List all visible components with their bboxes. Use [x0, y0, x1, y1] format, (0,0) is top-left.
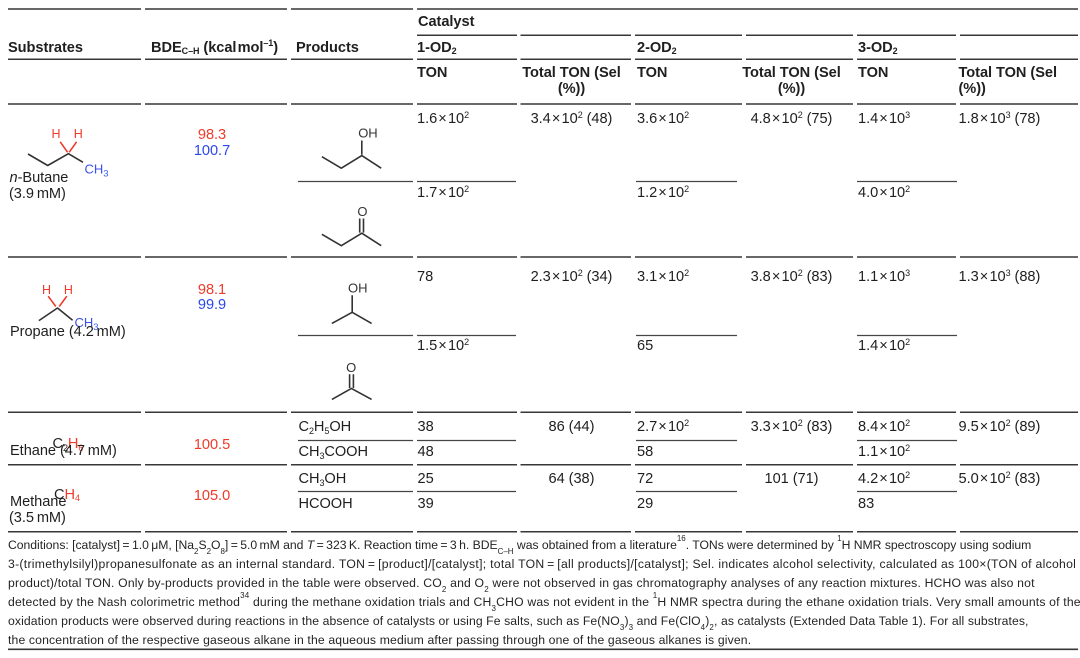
svg-text:CH3: CH3 [85, 162, 109, 180]
svg-text:CH3: CH3 [75, 315, 99, 333]
svg-text:H: H [74, 127, 83, 141]
svg-text:OH: OH [358, 126, 378, 141]
svg-text:O: O [346, 360, 356, 375]
svg-text:H: H [51, 127, 60, 141]
svg-text:H: H [42, 283, 51, 297]
svg-text:H: H [64, 283, 73, 297]
svg-text:O: O [357, 204, 367, 219]
svg-text:OH: OH [348, 281, 368, 296]
